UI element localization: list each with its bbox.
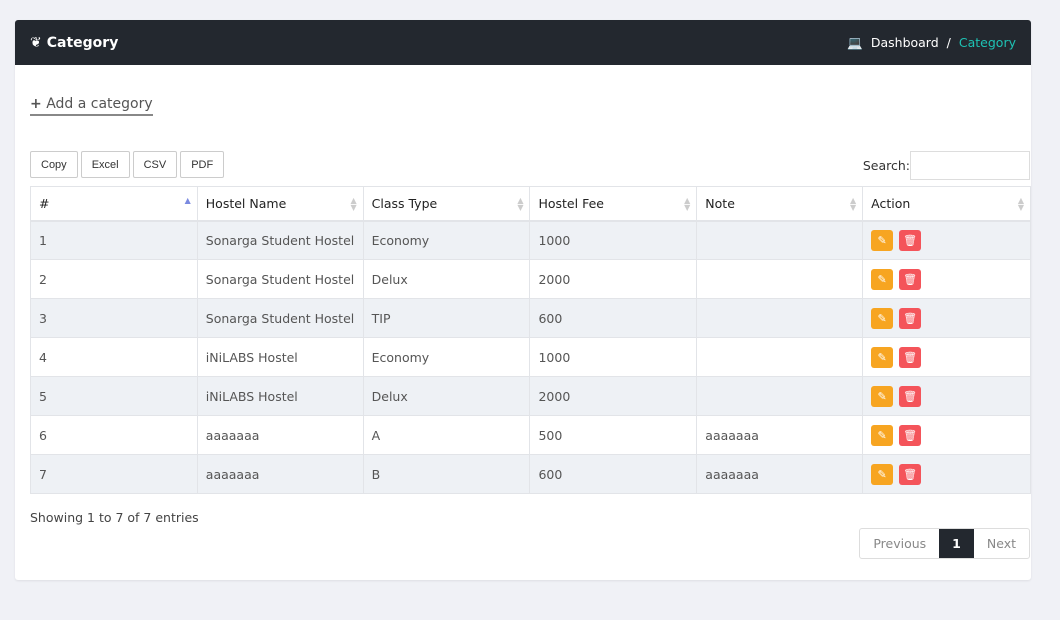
table-cell: 4 [30,337,198,377]
edit-icon[interactable]: ✎ [871,307,894,329]
copy-button[interactable]: Copy [30,151,78,178]
trash-icon[interactable]: 🗑 [899,346,922,368]
edit-icon[interactable]: ✎ [871,385,894,407]
table-cell: 2 [30,259,198,299]
table-cell: 2000 [529,259,698,299]
table-cell: A [362,415,531,455]
search-label: Search: [862,158,910,173]
trash-icon[interactable]: 🗑 [899,268,922,290]
column-header[interactable]: Hostel Name ▲ ▼ [196,186,364,222]
table-info: Showing 1 to 7 of 7 entries [30,510,199,525]
table-cell: aaaaaaa [696,415,864,455]
table-cell: 600 [529,298,698,338]
panel-header: ❦ Category 💻 Dashboard / Category [15,20,1031,65]
leaf-icon: ❦ [30,34,42,51]
breadcrumb: 💻 Dashboard / Category [847,34,1016,51]
table-cell [696,337,864,377]
table-cell: 5 [30,376,198,416]
table-cell: 1 [30,220,198,260]
add-category-link[interactable]: + Add a category [30,96,153,116]
table-cell: 7 [30,454,198,494]
breadcrumb-dashboard[interactable]: Dashboard [870,35,939,50]
previous-button[interactable]: Previous [873,536,927,551]
table-cell: 2000 [529,376,698,416]
column-header[interactable]: # ▲ [30,186,198,222]
sort-icon: ▲ ▼ [1017,196,1024,212]
page-1-button[interactable]: 1 [939,529,974,558]
table-cell: Sonarga Student Hostel [196,259,364,299]
next-button[interactable]: Next [986,536,1016,551]
table-cell: aaaaaaa [696,454,864,494]
table-row: 2 Sonarga Student Hostel Delux 2000 ✎ 🗑 [30,259,1031,299]
trash-icon[interactable]: 🗑 [899,385,922,407]
breadcrumb-category: Category [958,35,1016,50]
trash-icon[interactable]: 🗑 [899,424,922,446]
table-cell: 6 [30,415,198,455]
table-cell [696,376,864,416]
table-cell: iNiLABS Hostel [196,376,364,416]
csv-button[interactable]: CSV [132,151,178,178]
sort-icon: ▲ ▼ [849,196,857,212]
table-cell: 1000 [529,220,698,260]
category-table: # ▲ Hostel Name ▲ ▼ Class Type ▲ ▼ Hostel Fee ▲ ▼… [30,186,1031,494]
sort-icon: ▲ ▼ [350,196,357,212]
pagination: Previous 1 Next [859,528,1030,559]
table-cell: 600 [529,454,698,494]
table-cell: iNiLABS Hostel [196,337,364,377]
table-cell: Economy [362,220,531,260]
table-cell: aaaaaaa [196,454,364,494]
sort-icon: ▲ ▼ [517,196,524,212]
edit-icon[interactable]: ✎ [871,268,894,290]
table-cell: aaaaaaa [196,415,364,455]
table-row: 3 Sonarga Student Hostel TIP 600 ✎ 🗑 [30,298,1031,338]
excel-button[interactable]: Excel [80,151,130,178]
page-title: Category [46,34,119,51]
column-header[interactable]: Hostel Fee ▲ ▼ [529,186,698,222]
table-cell: 1000 [529,337,698,377]
table-cell: Economy [362,337,531,377]
trash-icon[interactable]: 🗑 [899,229,922,251]
table-cell [696,259,864,299]
table-cell [696,298,864,338]
column-header[interactable]: Class Type ▲ ▼ [362,186,531,222]
sort-icon: ▲ [184,196,191,205]
table-cell: 3 [30,298,198,338]
pdf-button[interactable]: PDF [180,151,225,178]
table-cell: TIP [362,298,531,338]
search-input[interactable] [910,151,1030,180]
table-row: 7 aaaaaaa B 600 aaaaaaa ✎ 🗑 [30,454,1031,494]
trash-icon[interactable]: 🗑 [899,463,922,485]
column-header[interactable]: Action ▲ ▼ [862,186,1031,222]
table-row: 5 iNiLABS Hostel Delux 2000 ✎ 🗑 [30,376,1031,416]
table-row: 1 Sonarga Student Hostel Economy 1000 ✎ 🗑 [30,220,1031,260]
table-cell: B [362,454,531,494]
table-row: 4 iNiLABS Hostel Economy 1000 ✎ 🗑 [30,337,1031,377]
table-cell: Sonarga Student Hostel [196,298,364,338]
table-cell: Delux [362,376,531,416]
category-panel: ❦ Category 💻 Dashboard / Category + Add a ca… [15,20,1031,580]
table-cell [696,220,864,260]
table-row: 6 aaaaaaa A 500 aaaaaaa ✎ 🗑 [30,415,1031,455]
column-header[interactable]: Note ▲ ▼ [696,186,864,222]
edit-icon[interactable]: ✎ [871,424,894,446]
edit-icon[interactable]: ✎ [871,463,894,485]
edit-icon[interactable]: ✎ [871,346,894,368]
plus-icon: + [30,96,42,112]
table-cell: 500 [529,415,698,455]
trash-icon[interactable]: 🗑 [899,307,922,329]
table-cell: Delux [362,259,531,299]
edit-icon[interactable]: ✎ [871,229,894,251]
laptop-icon: 💻 [847,34,863,50]
sort-icon: ▲ ▼ [684,196,691,212]
table-cell: Sonarga Student Hostel [196,220,364,260]
